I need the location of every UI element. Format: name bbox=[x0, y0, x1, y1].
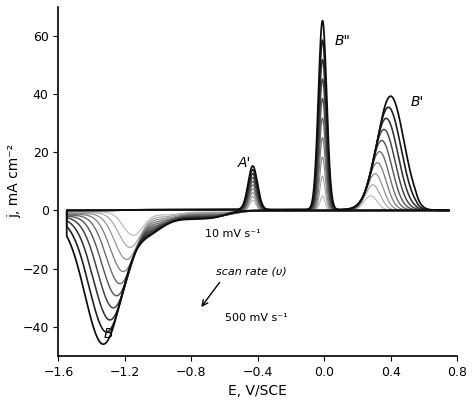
Text: B": B" bbox=[334, 34, 350, 48]
Text: 500 mV s⁻¹: 500 mV s⁻¹ bbox=[225, 313, 287, 323]
X-axis label: E, V/SCE: E, V/SCE bbox=[228, 384, 287, 398]
Text: A': A' bbox=[238, 156, 251, 170]
Text: B': B' bbox=[410, 95, 424, 109]
Text: 10 mV s⁻¹: 10 mV s⁻¹ bbox=[205, 229, 260, 239]
Text: scan rate (υ): scan rate (υ) bbox=[216, 266, 287, 277]
Text: B: B bbox=[103, 327, 113, 341]
Y-axis label: j, mA cm⁻²: j, mA cm⁻² bbox=[7, 144, 21, 218]
